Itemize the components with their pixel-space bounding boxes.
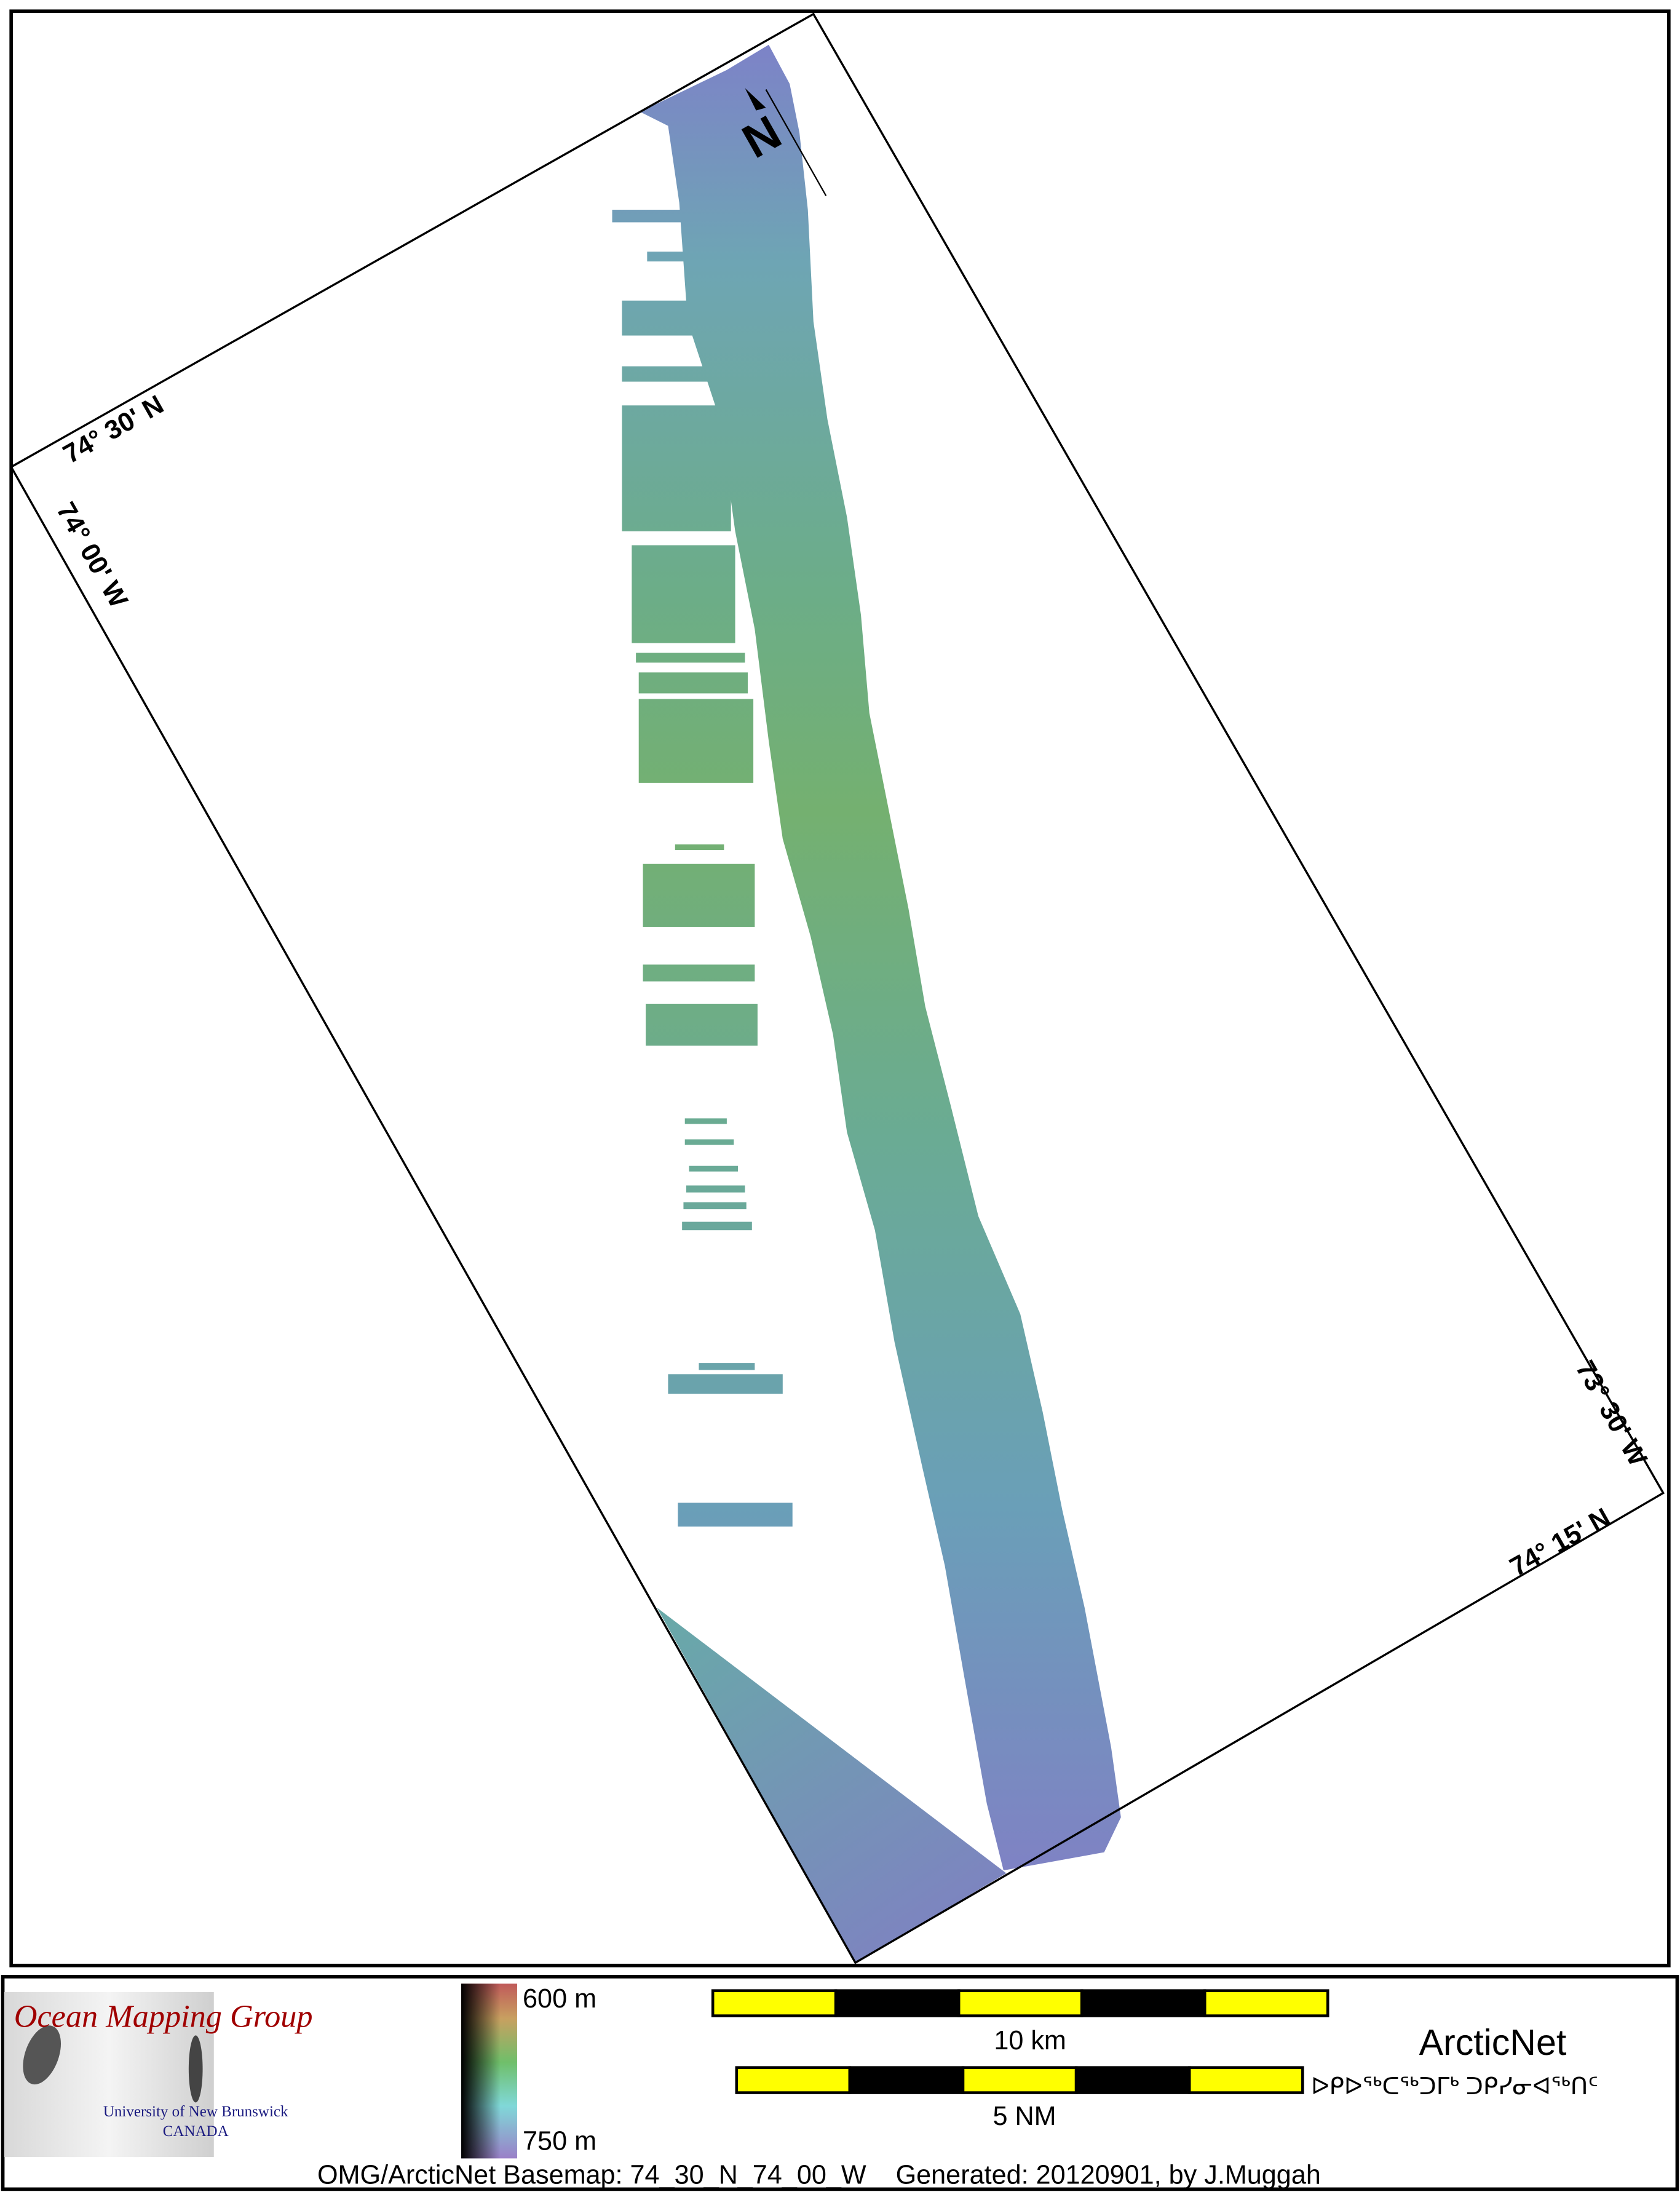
bathymetry-layer <box>612 44 1121 1963</box>
bathymetry-strips <box>612 209 793 1527</box>
scale-bar-nm-label: 5 NM <box>993 2102 1056 2131</box>
omg-logo-country: CANADA <box>163 2123 229 2140</box>
omg-logo-title: Ocean Mapping Group <box>14 1999 313 2035</box>
scale-bar-nm <box>735 2066 1304 2094</box>
depth-colorbar: 600 m 750 m <box>461 1984 596 2159</box>
bathymetry-triangle <box>657 1607 1007 1963</box>
map-footer: OMG/ArcticNet Basemap: 74_30_N_74_00_W G… <box>317 2160 1321 2190</box>
arcticnet-inuktitut: ᐅᑭᐅᖅᑕᖅᑐᒥᒃ ᑐᑭᓯᓂᐊᖅᑎᑦ <box>1311 2073 1598 2100</box>
omg-logo: Ocean Mapping Group University of New Br… <box>4 1991 313 2158</box>
map-grid-outline <box>9 12 1665 1964</box>
scale-bar-km <box>711 1989 1329 2017</box>
depth-label-bottom: 750 m <box>523 2127 596 2156</box>
omg-logo-university: University of New Brunswick <box>103 2103 288 2120</box>
depth-label-top: 600 m <box>523 1984 596 2014</box>
arcticnet-logo: ArcticNet <box>1419 2022 1567 2063</box>
bathymetry-main-swath <box>640 44 1121 1871</box>
scale-bar-km-label: 10 km <box>994 2026 1066 2055</box>
